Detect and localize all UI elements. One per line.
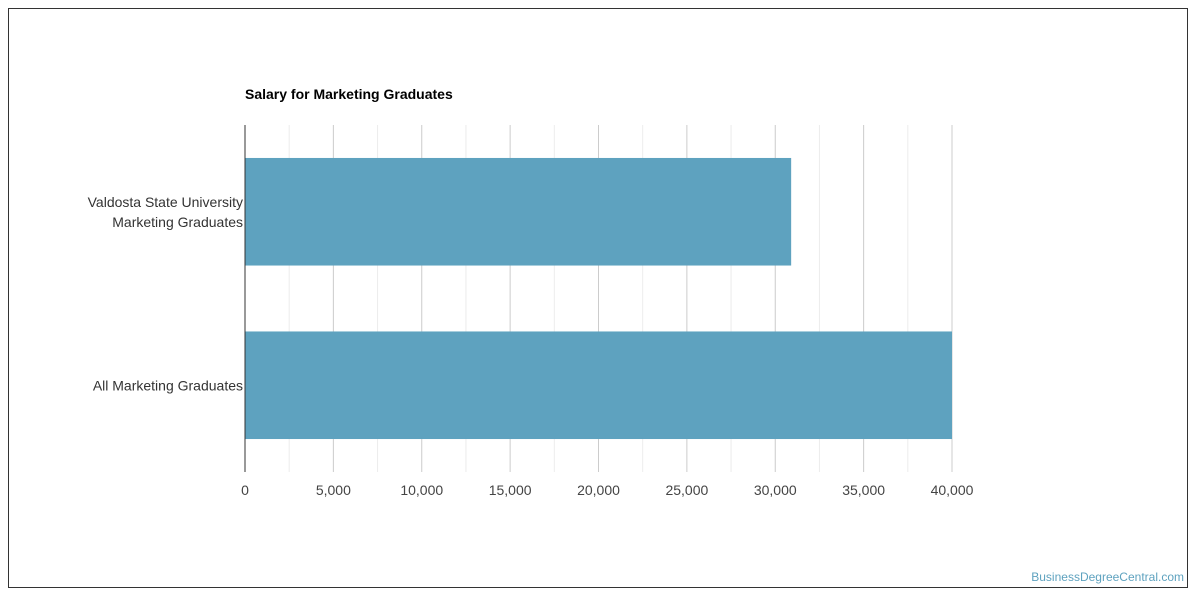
category-label: All Marketing Graduates [93, 377, 243, 393]
category-label-line: Marketing Graduates [112, 214, 243, 230]
x-tick-label: 25,000 [665, 482, 708, 498]
category-label-line: All Marketing Graduates [93, 377, 243, 393]
x-tick-label: 20,000 [577, 482, 620, 498]
x-tick-label: 0 [241, 482, 249, 498]
x-tick-label: 5,000 [316, 482, 351, 498]
category-label: Valdosta State University Marketing Gradu… [88, 194, 243, 230]
label-layer: Valdosta State University Marketing Gradu… [88, 194, 974, 498]
bar[interactable] [245, 157, 792, 266]
bar-layer [245, 157, 952, 440]
x-tick-label: 35,000 [842, 482, 885, 498]
x-tick-label: 40,000 [931, 482, 974, 498]
chart-frame [8, 8, 1188, 588]
chart-title: Salary for Marketing Graduates [245, 86, 453, 102]
category-label-line: Valdosta State University [88, 194, 243, 210]
bar[interactable] [245, 331, 952, 440]
x-tick-label: 30,000 [754, 482, 797, 498]
x-tick-label: 15,000 [489, 482, 532, 498]
x-tick-label: 10,000 [400, 482, 443, 498]
watermark-link[interactable]: BusinessDegreeCentral.com [1031, 570, 1184, 584]
